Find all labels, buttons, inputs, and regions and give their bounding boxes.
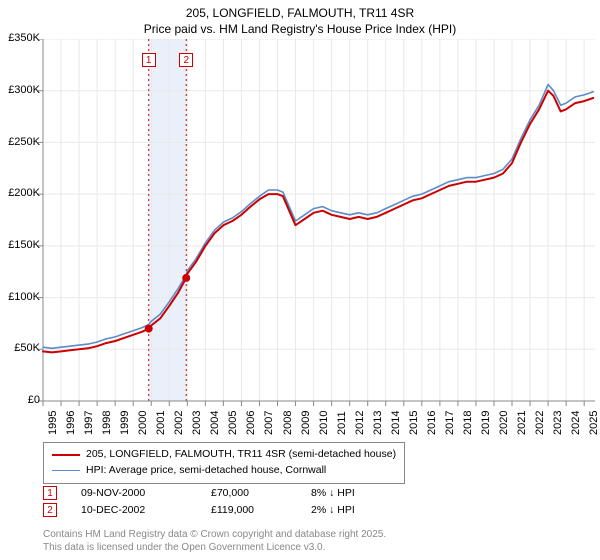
x-axis-label: 2025: [588, 411, 600, 435]
y-axis-label: £300K: [0, 84, 40, 96]
x-axis-label: 2010: [318, 411, 330, 435]
y-axis-label: £150K: [0, 239, 40, 251]
x-axis-label: 2016: [426, 411, 438, 435]
x-axis-label: 1995: [47, 411, 59, 435]
x-axis-label: 2013: [372, 411, 384, 435]
chart-marker-box: 1: [142, 53, 156, 67]
x-axis-label: 2007: [263, 411, 275, 435]
y-axis-label: £0: [0, 394, 40, 406]
x-axis-label: 2001: [155, 411, 167, 435]
legend-swatch: [52, 454, 80, 456]
marker-price: £70,000: [211, 487, 311, 499]
marker-price: £119,000: [211, 504, 311, 516]
legend: 205, LONGFIELD, FALMOUTH, TR11 4SR (semi…: [43, 442, 405, 484]
x-axis-label: 2017: [444, 411, 456, 435]
x-axis-label: 2002: [173, 411, 185, 435]
x-axis-label: 2003: [191, 411, 203, 435]
x-axis-label: 1996: [65, 411, 77, 435]
x-axis-label: 1999: [119, 411, 131, 435]
x-axis-label: 2021: [516, 411, 528, 435]
marker-number-box: 2: [43, 503, 57, 517]
chart-marker-box: 2: [179, 53, 193, 67]
marker-row: 2 10-DEC-2002 £119,000 2% ↓ HPI: [43, 503, 355, 517]
x-axis-label: 2012: [354, 411, 366, 435]
x-axis-label: 2000: [137, 411, 149, 435]
legend-item: 205, LONGFIELD, FALMOUTH, TR11 4SR (semi…: [52, 447, 396, 463]
footer-line-1: Contains HM Land Registry data © Crown c…: [43, 528, 386, 541]
x-axis-label: 2018: [462, 411, 474, 435]
y-axis-label: £250K: [0, 136, 40, 148]
title-line-1: 205, LONGFIELD, FALMOUTH, TR11 4SR: [0, 6, 600, 22]
marker-date: 10-DEC-2002: [81, 504, 211, 516]
x-axis-label: 2008: [282, 411, 294, 435]
x-axis-label: 2011: [336, 412, 348, 436]
marker-date: 09-NOV-2000: [81, 487, 211, 499]
x-axis-label: 1998: [101, 411, 113, 435]
marker-delta: 8% ↓ HPI: [311, 487, 355, 499]
chart-title: 205, LONGFIELD, FALMOUTH, TR11 4SR Price…: [0, 0, 600, 39]
marker-delta: 2% ↓ HPI: [311, 504, 355, 516]
title-line-2: Price paid vs. HM Land Registry's House …: [0, 22, 600, 38]
y-axis-label: £350K: [0, 32, 40, 44]
legend-label: 205, LONGFIELD, FALMOUTH, TR11 4SR (semi…: [86, 447, 396, 463]
x-axis-label: 2006: [245, 411, 257, 435]
y-axis-label: £50K: [0, 342, 40, 354]
chart-container: 205, LONGFIELD, FALMOUTH, TR11 4SR Price…: [0, 0, 600, 560]
x-axis-label: 2019: [480, 411, 492, 435]
legend-item: HPI: Average price, semi-detached house,…: [52, 463, 396, 479]
x-axis-label: 1997: [83, 411, 95, 435]
y-axis-label: £200K: [0, 187, 40, 199]
x-axis-label: 2009: [300, 411, 312, 435]
x-axis-label: 2024: [570, 411, 582, 435]
x-axis-label: 2004: [209, 411, 221, 435]
chart-area: £0£50K£100K£150K£200K£250K£300K£350K 199…: [0, 39, 600, 437]
marker-number-box: 1: [43, 486, 57, 500]
x-axis-label: 2022: [534, 411, 546, 435]
line-chart-svg: [0, 39, 600, 437]
legend-swatch: [52, 470, 80, 471]
y-axis-label: £100K: [0, 291, 40, 303]
footer-attribution: Contains HM Land Registry data © Crown c…: [43, 528, 386, 554]
x-axis-label: 2023: [552, 411, 564, 435]
x-axis-label: 2014: [390, 411, 402, 435]
x-axis-label: 2020: [498, 411, 510, 435]
legend-label: HPI: Average price, semi-detached house,…: [86, 463, 326, 479]
footer-line-2: This data is licensed under the Open Gov…: [43, 541, 386, 554]
marker-row: 1 09-NOV-2000 £70,000 8% ↓ HPI: [43, 486, 355, 500]
x-axis-label: 2015: [408, 411, 420, 435]
x-axis-label: 2005: [227, 411, 239, 435]
markers-table: 1 09-NOV-2000 £70,000 8% ↓ HPI 2 10-DEC-…: [43, 486, 355, 520]
